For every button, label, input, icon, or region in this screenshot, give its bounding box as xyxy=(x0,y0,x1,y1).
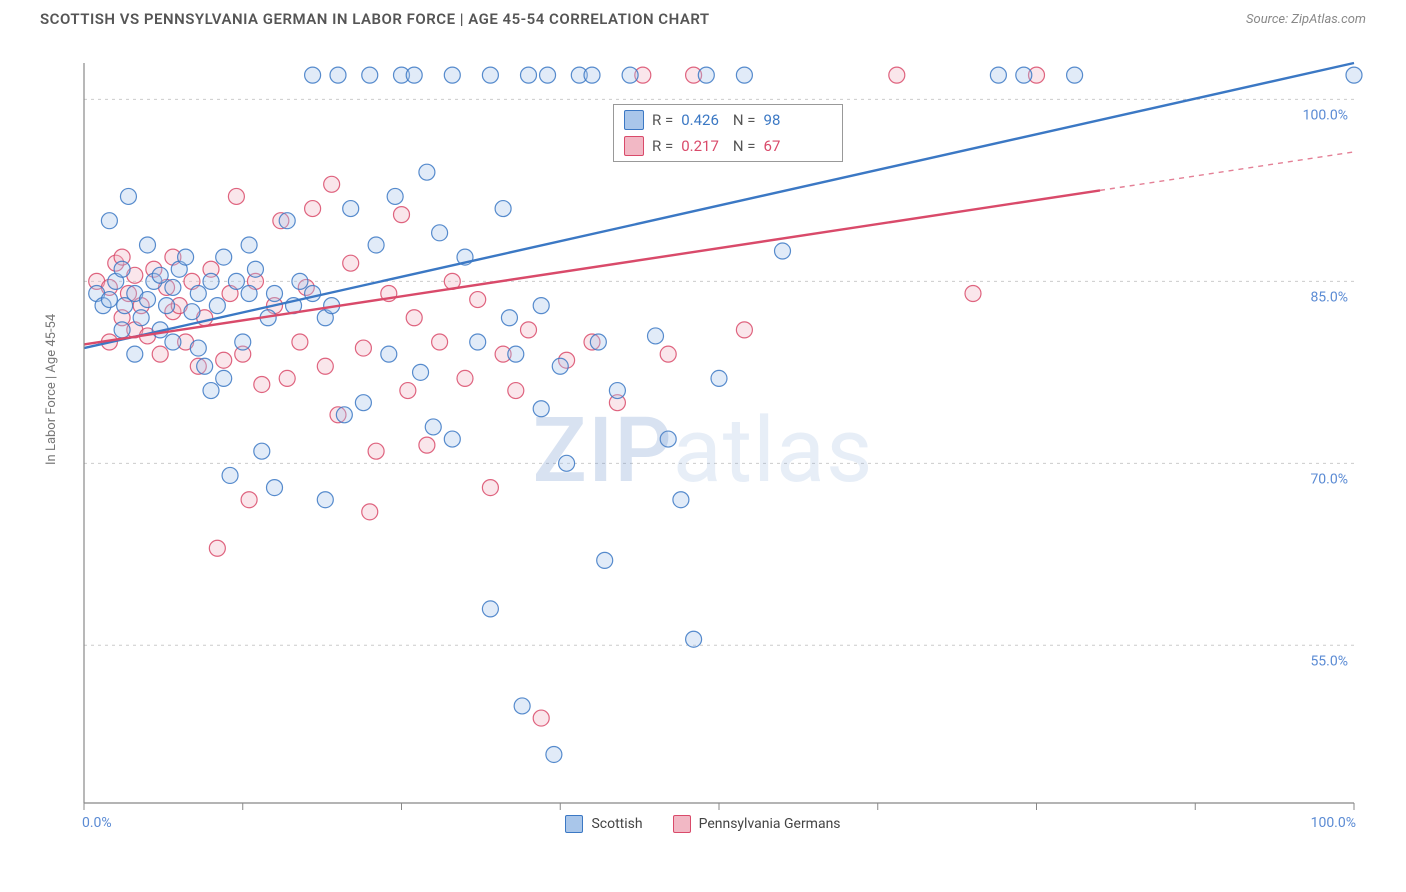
correlation-stats-box: R = 0.426 N = 98 R = 0.217 N = 67 xyxy=(613,104,843,162)
legend-item-scottish: Scottish xyxy=(565,815,642,833)
stats-r-value: 0.217 xyxy=(681,137,719,155)
svg-text:55.0%: 55.0% xyxy=(1310,653,1348,669)
legend-swatch-pagerman xyxy=(673,815,691,833)
svg-text:100.0%: 100.0% xyxy=(1303,107,1348,123)
stats-n-value: 98 xyxy=(764,111,781,129)
chart-title: SCOTTISH VS PENNSYLVANIA GERMAN IN LABOR… xyxy=(40,10,710,28)
stats-swatch xyxy=(624,136,644,156)
legend-label-scottish: Scottish xyxy=(591,816,642,832)
chart-source: Source: ZipAtlas.com xyxy=(1246,12,1366,27)
stats-swatch xyxy=(624,110,644,130)
chart-container: In Labor Force | Age 45-54 ZIPatlas 55.0… xyxy=(40,45,1366,835)
legend-label-pagerman: Pennsylvania Germans xyxy=(699,816,841,832)
legend-item-pagerman: Pennsylvania Germans xyxy=(673,815,841,833)
stats-row-scottish: R = 0.426 N = 98 xyxy=(614,107,842,133)
stats-row-pagerman: R = 0.217 N = 67 xyxy=(614,133,842,159)
stats-r-label: R = xyxy=(652,137,673,155)
y-axis-label: In Labor Force | Age 45-54 xyxy=(44,314,59,465)
stats-r-label: R = xyxy=(652,111,673,129)
legend: Scottish Pennsylvania Germans xyxy=(40,815,1366,833)
chart-header: SCOTTISH VS PENNSYLVANIA GERMAN IN LABOR… xyxy=(0,0,1406,36)
stats-r-value: 0.426 xyxy=(681,111,719,129)
stats-n-label: N = xyxy=(733,137,756,155)
stats-n-label: N = xyxy=(733,111,756,129)
scatter-plot: 55.0%70.0%85.0%100.0%0.0%100.0% xyxy=(40,45,1366,835)
legend-swatch-scottish xyxy=(565,815,583,833)
svg-text:85.0%: 85.0% xyxy=(1310,289,1348,305)
svg-text:70.0%: 70.0% xyxy=(1310,471,1348,487)
stats-n-value: 67 xyxy=(764,137,781,155)
